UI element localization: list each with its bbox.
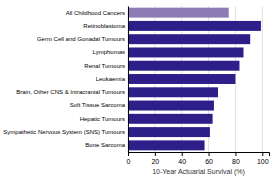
y-tick: Retinoblastoma [83,23,125,29]
y-tick: Lymphomas [93,49,125,55]
grid-line [128,6,129,152]
x-tick: 0 [127,152,131,165]
bar [128,114,213,124]
y-tick: Soft Tissue Sarcoma [70,102,126,108]
x-tick-mark [182,152,183,156]
y-tick-label: Hepatic Tumours [80,116,125,122]
y-tick-label: Bone Sarcoma [85,142,125,148]
y-tick-label: Renal Tumours [84,63,125,69]
y-tick: Hepatic Tumours [80,116,125,122]
bar [128,8,229,18]
y-tick: Bone Sarcoma [85,142,125,148]
x-tick-mark [235,152,236,156]
x-axis-title: 10-Year Actuarial Survival (%) [152,168,245,176]
bars [128,8,261,151]
bar [128,87,218,97]
bar [128,47,243,57]
y-tick-label: All Childhood Cancers [66,10,125,16]
y-tick-label: Germ Cell and Gonadal Tumours [37,36,125,42]
x-tick: 100 [257,152,269,165]
y-tick: Brain, Other CNS & Intracranial Tumours [16,89,125,95]
x-tick-label: 60 [205,158,213,165]
y-tick-label: Lymphomas [93,49,125,55]
x-tick-mark [209,152,210,156]
y-tick-label: Sympathetic Nervous System (SNS) Tumours [3,129,125,135]
chart: 0 20 40 60 80 100 All Childhood Cancers Retinob… [0,0,279,180]
bar [128,74,235,84]
x-tick-label: 100 [257,158,269,165]
bar [128,101,214,111]
y-tick-label: Leukaemia [96,76,126,82]
bar [128,127,210,137]
x-tick: 40 [178,152,186,165]
y-tick: Germ Cell and Gonadal Tumours [37,36,125,42]
x-tick: 60 [205,152,213,165]
y-tick: All Childhood Cancers [66,10,125,16]
y-tick: Renal Tumours [84,63,125,69]
x-tick: 20 [151,152,159,165]
x-axis: 0 20 40 60 80 100 [127,152,270,165]
x-tick-label: 0 [127,158,131,165]
y-tick-label: Brain, Other CNS & Intracranial Tumours [16,89,125,95]
bar [128,140,205,150]
y-axis: All Childhood Cancers Retinoblastoma Germ … [3,7,128,153]
grid-line [262,6,263,152]
bar [128,61,239,71]
x-tick-label: 20 [151,158,159,165]
y-tick-label: Retinoblastoma [83,23,125,29]
y-tick-label: Soft Tissue Sarcoma [70,102,126,108]
y-tick: Leukaemia [96,76,126,82]
y-tick: Sympathetic Nervous System (SNS) Tumours [3,129,125,135]
x-tick-label: 40 [178,158,186,165]
x-tick-label: 80 [232,158,240,165]
x-tick-mark [155,152,156,156]
bar [128,34,250,44]
y-axis-line [128,7,129,153]
x-tick: 80 [232,152,240,165]
x-tick-mark [128,152,129,156]
bar [128,21,261,31]
grid [128,6,262,152]
x-axis-line [129,153,270,157]
x-tick-mark [262,152,263,156]
plot: 0 20 40 60 80 100 All Childhood Cancers Retinob… [3,6,269,176]
